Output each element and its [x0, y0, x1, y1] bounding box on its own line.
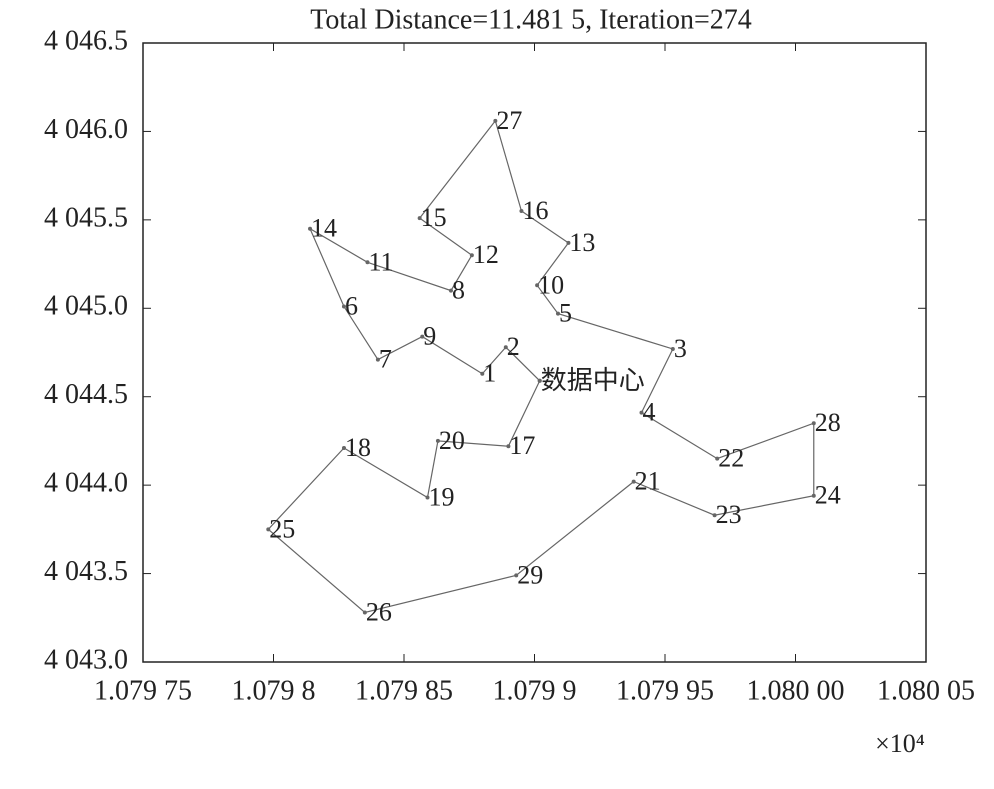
- point-label: 2: [507, 332, 520, 361]
- x-tick-label: 1.079 8: [232, 675, 316, 706]
- point: [811, 493, 816, 498]
- point: [712, 513, 717, 518]
- point-label: 24: [815, 481, 841, 510]
- point-label: 20: [439, 426, 465, 455]
- point-label: 14: [311, 214, 337, 243]
- point-label: 21: [635, 467, 661, 496]
- point-label: 13: [569, 228, 595, 257]
- point: [670, 346, 675, 351]
- point: [266, 527, 271, 532]
- point-label: 10: [538, 270, 564, 299]
- point-label: 28: [815, 408, 841, 437]
- y-tick-label: 4 044.5: [44, 379, 128, 410]
- point-label: 27: [496, 106, 522, 135]
- point: [341, 446, 346, 451]
- point-label: 17: [509, 431, 535, 460]
- point-label: 8: [452, 276, 465, 305]
- point-label: 4: [643, 398, 656, 427]
- point: [469, 253, 474, 258]
- point: [566, 240, 571, 245]
- point-label: 7: [379, 345, 392, 374]
- point: [555, 311, 560, 316]
- x-tick-label: 1.080 05: [877, 675, 975, 706]
- point-label: 6: [345, 291, 358, 320]
- point-label: 15: [421, 203, 447, 232]
- point: [537, 378, 542, 383]
- point: [435, 438, 440, 443]
- y-tick-label: 4 045.0: [44, 291, 128, 322]
- point-label: 29: [517, 560, 543, 589]
- point: [715, 456, 720, 461]
- x-tick-label: 1.080 00: [747, 675, 845, 706]
- point: [506, 444, 511, 449]
- chart-title: Total Distance=11.481 5, Iteration=274: [310, 4, 751, 35]
- x-tick-label: 1.079 75: [94, 675, 192, 706]
- point-label: 3: [674, 334, 687, 363]
- point: [448, 288, 453, 293]
- point-label: 12: [473, 240, 499, 269]
- point-label: 5: [559, 299, 572, 328]
- point-label: 数据中心: [541, 366, 645, 395]
- point-label: 1: [483, 359, 496, 388]
- x-tick-label: 1.079 9: [493, 675, 577, 706]
- point: [811, 421, 816, 426]
- point: [503, 345, 508, 350]
- point: [519, 209, 524, 214]
- x-tick-label: 1.079 85: [355, 675, 453, 706]
- point: [420, 334, 425, 339]
- y-tick-label: 4 043.0: [44, 644, 128, 675]
- x-multiplier: ×10⁴: [875, 729, 925, 758]
- point: [308, 226, 313, 231]
- point: [365, 260, 370, 265]
- point: [375, 357, 380, 362]
- point: [514, 573, 519, 578]
- point: [425, 495, 430, 500]
- point: [639, 410, 644, 415]
- point-label: 16: [522, 196, 548, 225]
- point: [341, 304, 346, 309]
- y-tick-label: 4 046.0: [44, 114, 128, 145]
- point-label: 19: [428, 482, 454, 511]
- point: [535, 283, 540, 288]
- x-tick-label: 1.079 95: [616, 675, 714, 706]
- point-label: 18: [345, 433, 371, 462]
- point-label: 23: [716, 500, 742, 529]
- point: [417, 216, 422, 221]
- point-label: 9: [423, 322, 436, 351]
- point-label: 11: [368, 247, 393, 276]
- y-tick-label: 4 045.5: [44, 202, 128, 233]
- y-tick-label: 4 043.5: [44, 556, 128, 587]
- point: [480, 371, 485, 376]
- point-label: 25: [269, 514, 295, 543]
- y-tick-label: 4 046.5: [44, 25, 128, 56]
- point-label: 26: [366, 597, 392, 626]
- y-tick-label: 4 044.0: [44, 468, 128, 499]
- point: [362, 610, 367, 615]
- point-label: 22: [718, 444, 744, 473]
- point: [631, 479, 636, 484]
- point: [493, 118, 498, 123]
